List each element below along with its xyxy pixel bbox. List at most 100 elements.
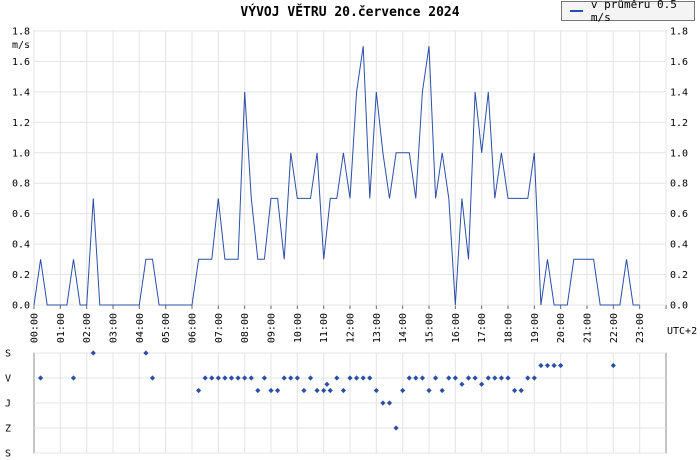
y-tick-label-left: 1.2	[12, 118, 30, 129]
direction-point	[505, 375, 511, 381]
x-tick-label: 17:00	[477, 313, 488, 343]
direction-point	[248, 375, 254, 381]
direction-point	[426, 387, 432, 394]
direction-point	[479, 381, 485, 387]
x-tick-label: 16:00	[451, 313, 462, 343]
x-tick-label: 09:00	[267, 313, 278, 343]
x-tick-label: 04:00	[135, 313, 146, 343]
x-tick-label: 20:00	[556, 313, 567, 343]
x-tick-label: 15:00	[425, 313, 436, 343]
direction-point	[393, 425, 399, 431]
direction-point	[347, 375, 353, 381]
direction-point	[261, 375, 268, 381]
y-tick-label-left: 1.6	[12, 57, 30, 68]
direction-point	[235, 375, 241, 381]
direction-point	[195, 387, 202, 394]
speed-plot: 0.0 0.0 0.2 0.2 0.4 0.4 0.6 0.6 0.8 0.8 1.0 1.0 1.2 1…	[12, 27, 688, 453]
x-tick-label: 14:00	[398, 313, 409, 343]
y-tick-label-right: 0.0	[670, 301, 688, 312]
direction-point	[334, 375, 340, 381]
x-tick-label: 01:00	[56, 313, 67, 343]
direction-point	[307, 375, 314, 381]
y-tick-label-left: 1.4	[12, 87, 30, 98]
x-tick-label: 02:00	[82, 313, 93, 343]
direction-point	[538, 362, 544, 369]
direction-point	[360, 375, 366, 381]
direction-point	[90, 350, 96, 356]
direction-point	[485, 375, 491, 381]
x-tick-label: 11:00	[319, 313, 330, 343]
x-tick-label: 22:00	[609, 313, 620, 343]
y-tick-label-right: 1.2	[670, 118, 688, 129]
y-tick-label-left: 0.0	[12, 301, 30, 312]
x-tick-label: 12:00	[346, 313, 357, 343]
direction-point	[472, 375, 478, 381]
direction-point	[558, 362, 564, 369]
y-tick-label-left: 0.2	[12, 270, 30, 281]
direction-point	[255, 387, 261, 394]
direction-point	[459, 381, 465, 387]
direction-point	[518, 387, 524, 394]
direction-point	[242, 375, 248, 381]
direction-point	[465, 375, 472, 381]
direction-tick-label: J	[5, 399, 11, 410]
direction-point	[446, 375, 452, 381]
direction-point	[525, 375, 531, 381]
y-tick-label-left: 1.8	[12, 27, 30, 38]
direction-point	[413, 375, 419, 381]
direction-point	[209, 375, 215, 381]
direction-point	[353, 375, 360, 381]
direction-point	[511, 387, 518, 394]
direction-point	[439, 387, 445, 394]
x-tick-label: 06:00	[188, 313, 199, 343]
direction-point	[400, 387, 406, 394]
y-axis-label: m/s	[12, 40, 30, 51]
direction-point	[340, 387, 347, 394]
direction-point	[268, 387, 274, 394]
x-tick-label: 10:00	[293, 313, 304, 343]
y-tick-label-left: 0.8	[12, 179, 30, 190]
direction-point	[149, 375, 156, 381]
legend-label: v průměru 0.5 m/s	[590, 0, 677, 24]
x-tick-label: 03:00	[109, 313, 120, 343]
direction-point	[386, 400, 393, 406]
direction-tick-label: S	[5, 349, 11, 360]
legend: v průměru 0.5 m/s	[561, 0, 695, 24]
direction-point	[419, 375, 426, 381]
direction-point	[406, 375, 412, 381]
direction-point	[202, 375, 208, 381]
y-tick-label-right: 1.6	[670, 57, 688, 68]
direction-point	[610, 362, 616, 369]
direction-point	[222, 375, 228, 381]
direction-point	[367, 375, 373, 381]
y-tick-label-right: 1.0	[670, 148, 688, 159]
direction-point	[143, 350, 149, 356]
direction-point	[373, 387, 379, 394]
direction-point	[70, 375, 77, 381]
direction-point	[274, 387, 281, 394]
timezone-label: UTC+2	[667, 326, 697, 337]
direction-point	[324, 381, 330, 387]
direction-point	[301, 387, 307, 394]
direction-point	[380, 400, 386, 406]
direction-tick-label: Z	[5, 424, 11, 435]
direction-plot: S V J Z S	[5, 349, 667, 460]
direction-tick-label: V	[5, 374, 11, 385]
y-tick-label-left: 0.6	[12, 209, 30, 220]
direction-point	[228, 375, 235, 381]
chart-title: VÝVOJ VĚTRU 20.července 2024	[240, 4, 459, 20]
y-tick-label-left: 0.4	[12, 240, 30, 251]
x-tick-label: 21:00	[583, 313, 594, 343]
y-tick-label-right: 0.4	[670, 240, 688, 251]
x-tick-label: 07:00	[214, 313, 225, 343]
direction-point	[294, 375, 300, 381]
direction-point	[544, 362, 551, 369]
y-tick-label-right: 1.4	[670, 87, 688, 98]
y-tick-label-right: 1.8	[670, 27, 688, 38]
direction-point	[432, 375, 439, 381]
legend-line-swatch	[570, 10, 583, 12]
x-tick-label: 00:00	[30, 313, 41, 343]
x-tick-label: 18:00	[504, 313, 515, 343]
direction-point	[531, 375, 537, 381]
